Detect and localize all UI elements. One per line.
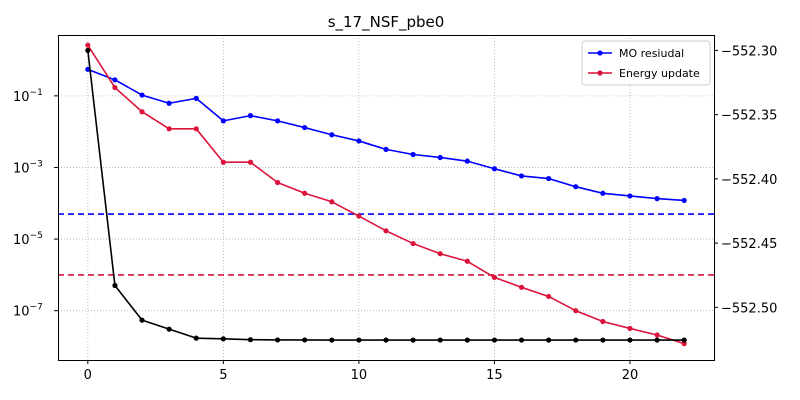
data-point <box>356 213 362 219</box>
data-point <box>356 138 362 144</box>
data-point <box>410 151 416 158</box>
data-point <box>491 274 498 281</box>
data-point <box>247 159 254 165</box>
y-left-tick-label: 10−1 <box>13 88 43 105</box>
data-point <box>410 337 416 343</box>
data-point <box>193 335 199 341</box>
data-point <box>627 337 633 343</box>
data-point <box>464 158 470 164</box>
y-right-tick-label: −552.35 <box>721 109 777 124</box>
data-point <box>573 308 579 314</box>
axes: 0 5 10 15 20 10−1 10−3 10−5 10−7 −552.30 −552.35 −5… <box>13 44 777 383</box>
plot-frame <box>58 35 715 361</box>
data-point <box>329 132 335 138</box>
y-right-tick-label: −552.45 <box>721 237 777 252</box>
grid <box>58 35 714 360</box>
data-point <box>464 258 470 264</box>
series-1 <box>85 42 687 347</box>
series-layer <box>85 42 687 347</box>
x-tick-label: 15 <box>486 368 503 383</box>
data-point <box>518 284 525 290</box>
data-point <box>193 95 199 101</box>
data-point <box>491 166 498 172</box>
data-point <box>437 337 443 343</box>
x-tick-label: 5 <box>219 368 227 383</box>
data-point <box>383 337 389 343</box>
data-point <box>573 184 579 190</box>
legend-box <box>581 40 711 86</box>
y-left-tick-label: 10−7 <box>13 303 43 320</box>
data-point <box>546 337 552 343</box>
legend-swatch-marker <box>597 70 603 76</box>
data-point <box>247 337 254 343</box>
data-point <box>220 159 226 165</box>
data-point <box>383 146 389 152</box>
data-point <box>139 109 145 115</box>
data-point <box>491 337 498 343</box>
data-point <box>546 293 552 300</box>
data-point <box>302 190 308 196</box>
data-point <box>383 228 389 234</box>
data-point <box>546 175 552 182</box>
data-point <box>139 317 145 323</box>
data-point <box>437 251 443 257</box>
data-point <box>220 336 226 342</box>
legend-swatch-marker <box>597 50 603 56</box>
data-point <box>302 337 308 343</box>
data-point <box>654 332 660 338</box>
y-right-tick-label: −552.50 <box>721 301 777 316</box>
series-2 <box>85 47 687 343</box>
data-point <box>274 337 281 343</box>
legend-label: Energy update <box>619 67 700 80</box>
legend-label: MO resiudal <box>619 47 684 60</box>
data-point <box>329 199 335 205</box>
data-point <box>274 179 281 186</box>
data-point <box>681 341 687 347</box>
data-point <box>600 318 606 325</box>
data-point <box>654 196 660 202</box>
data-point <box>410 240 416 247</box>
data-point <box>464 337 470 343</box>
y-left-tick-label: 10−3 <box>13 159 43 176</box>
data-point <box>112 282 118 289</box>
data-point <box>166 326 172 332</box>
x-tick-label: 0 <box>84 368 92 383</box>
data-point <box>112 77 118 83</box>
chart-title: s_17_NSF_pbe0 <box>328 13 445 32</box>
data-point <box>518 173 525 179</box>
data-point <box>166 126 172 132</box>
data-point <box>627 325 633 332</box>
legend: MO resiudal Energy update <box>581 40 711 86</box>
data-point <box>247 113 254 119</box>
data-point <box>600 337 606 343</box>
data-point <box>274 118 281 124</box>
data-point <box>85 42 91 48</box>
data-point <box>600 190 606 196</box>
data-point <box>681 197 687 204</box>
data-point <box>573 337 579 343</box>
data-point <box>437 154 443 161</box>
data-point <box>85 47 91 54</box>
y-right-tick-label: −552.30 <box>721 44 777 59</box>
y-right-tick-label: −552.40 <box>721 173 777 188</box>
data-point <box>166 100 172 106</box>
data-point <box>681 337 687 343</box>
data-point <box>302 124 308 131</box>
data-point <box>193 126 199 132</box>
data-point <box>654 337 660 343</box>
data-point <box>329 337 335 343</box>
data-point <box>627 193 633 199</box>
data-point <box>356 337 362 343</box>
x-tick-label: 10 <box>351 368 368 383</box>
data-point <box>139 92 145 98</box>
x-tick-label: 20 <box>622 368 639 383</box>
data-point <box>220 118 226 124</box>
y-left-tick-label: 10−5 <box>13 231 43 248</box>
data-point <box>518 337 525 343</box>
data-point <box>112 84 118 91</box>
